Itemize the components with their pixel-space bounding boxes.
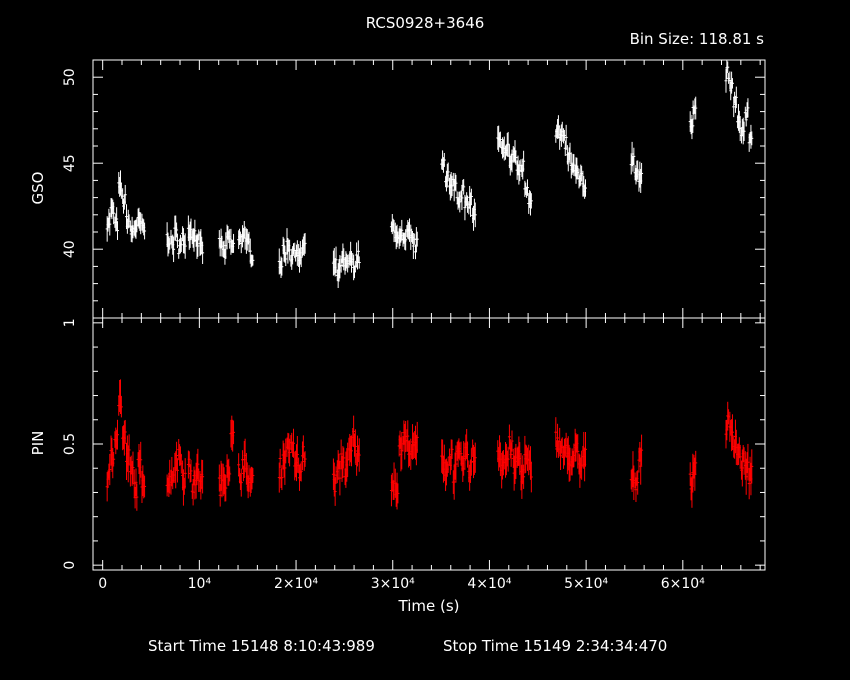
stop-time: Stop Time 15149 2:34:34:470: [443, 637, 668, 655]
axes: 40 45 50 0 0.5 1 0 10⁴ 2×10⁴ 3×10⁴ 4×10⁴ 5×10⁴ 6×10⁴: [62, 59, 766, 592]
pin-ytick-label: 0: [62, 561, 78, 570]
gso-axis-label: GSO: [29, 172, 47, 205]
start-time: Start Time 15148 8:10:43:989: [148, 637, 375, 655]
chart-title: RCS0928+3646: [365, 14, 485, 32]
xtick-label: 0: [98, 576, 107, 592]
xtick-label: 5×10⁴: [564, 576, 608, 592]
pin-series: [105, 379, 754, 511]
gso-ytick-label: 45: [62, 154, 78, 172]
bin-size-label: Bin Size: 118.81 s: [629, 30, 764, 48]
gso-series: [105, 60, 754, 288]
gso-ytick-label: 40: [62, 240, 78, 258]
panel-frame-pin: [92, 317, 766, 571]
x-axis-label: Time (s): [398, 597, 460, 615]
xtick-label: 6×10⁴: [661, 576, 705, 592]
pin-axis-label: PIN: [29, 431, 47, 456]
pin-ytick-label: 1: [62, 318, 78, 327]
xtick-label: 2×10⁴: [274, 576, 318, 592]
xtick-label: 3×10⁴: [371, 576, 415, 592]
xtick-label: 10⁴: [188, 576, 212, 592]
gso-ytick-label: 50: [62, 68, 78, 86]
panel-frame-gso: [92, 59, 766, 319]
xtick-label: 4×10⁴: [467, 576, 511, 592]
pin-ytick-label: 0.5: [62, 433, 78, 455]
